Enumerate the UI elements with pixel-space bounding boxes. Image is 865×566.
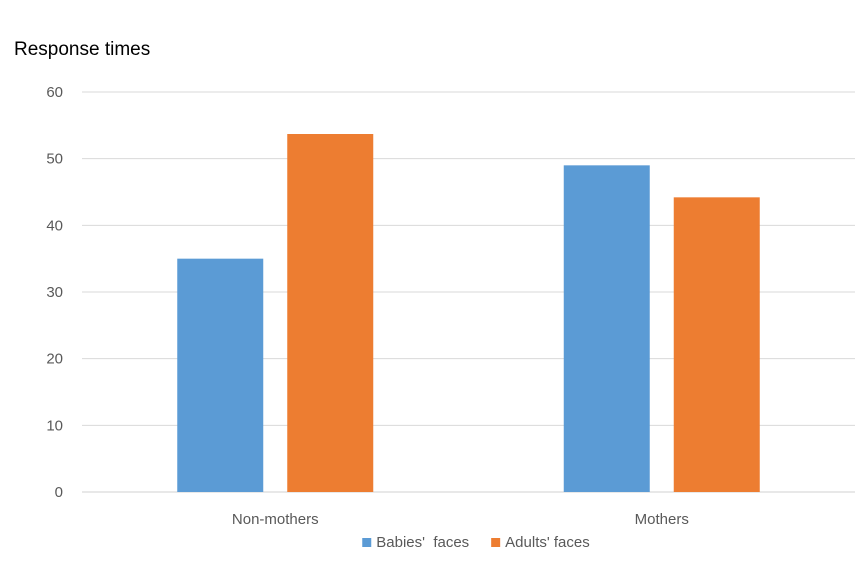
bar-non-mothers-1 [287, 134, 374, 492]
legend-label: Babies' faces [376, 534, 469, 551]
bars [177, 134, 760, 493]
legend: Babies' faces Adults' faces [362, 534, 590, 551]
y-tick-label: 50 [46, 151, 63, 168]
x-category-label: Non-mothers [232, 511, 319, 528]
legend-item: Babies' faces [362, 534, 469, 551]
bar-mothers-0 [563, 165, 650, 493]
legend-swatch [491, 538, 501, 547]
y-tick-label: 30 [46, 284, 63, 301]
x-axis: Non-mothers Mothers [232, 511, 689, 528]
y-tick-label: 10 [46, 417, 63, 434]
bar-mothers-1 [673, 197, 760, 493]
legend-label: Adults' faces [505, 534, 590, 551]
legend-item: Adults' faces [491, 534, 590, 551]
y-tick-label: 0 [55, 484, 63, 501]
y-tick-label: 20 [46, 351, 63, 368]
legend-swatch [362, 538, 372, 547]
y-tick-label: 40 [46, 217, 63, 234]
y-tick-label: 60 [46, 84, 63, 101]
bar-non-mothers-0 [177, 258, 264, 492]
x-category-label: Mothers [635, 511, 689, 528]
y-axis-ticks: 0 10 20 30 40 50 60 [46, 84, 63, 501]
y-axis-title: Response times [14, 39, 150, 60]
